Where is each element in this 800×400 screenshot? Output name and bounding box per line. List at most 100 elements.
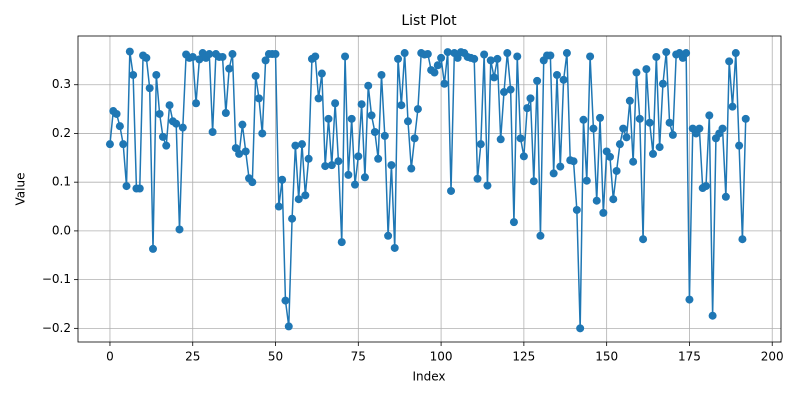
data-point xyxy=(162,141,171,150)
data-point xyxy=(701,182,710,191)
data-point xyxy=(397,101,406,110)
data-point xyxy=(728,102,737,111)
data-point xyxy=(413,105,422,114)
data-point xyxy=(331,99,340,108)
data-point xyxy=(281,296,290,305)
y-tick-label: 0.3 xyxy=(52,77,71,91)
y-tick-label: 0.2 xyxy=(52,126,71,140)
data-point xyxy=(652,52,661,61)
data-point xyxy=(218,52,227,61)
chart-title: List Plot xyxy=(401,13,457,29)
data-point xyxy=(516,134,525,143)
data-point xyxy=(258,129,267,138)
data-point xyxy=(632,68,641,77)
data-point xyxy=(152,70,161,79)
data-point xyxy=(367,111,376,120)
data-point xyxy=(278,175,287,184)
data-point xyxy=(254,94,263,103)
data-point xyxy=(523,104,532,113)
data-point xyxy=(493,54,502,63)
data-point xyxy=(175,225,184,234)
data-point xyxy=(238,120,247,129)
data-point xyxy=(453,53,462,62)
data-point xyxy=(665,118,674,127)
data-point xyxy=(119,140,128,149)
y-tick-label: −0.2 xyxy=(42,321,71,335)
data-point xyxy=(503,49,512,58)
data-point xyxy=(625,96,634,105)
data-point xyxy=(718,124,727,133)
data-point xyxy=(639,235,648,244)
data-point xyxy=(205,50,214,59)
data-point xyxy=(513,52,522,61)
data-point xyxy=(248,178,257,187)
data-point xyxy=(149,244,158,253)
data-point xyxy=(221,108,230,117)
data-point xyxy=(321,162,330,171)
data-point xyxy=(298,140,307,149)
data-point xyxy=(476,140,485,149)
data-point xyxy=(556,162,565,171)
data-point xyxy=(486,56,495,65)
data-point xyxy=(158,132,167,141)
data-point xyxy=(271,50,280,59)
x-axis-label: Index xyxy=(412,370,445,384)
data-point xyxy=(629,157,638,166)
data-point xyxy=(500,88,509,97)
data-point xyxy=(225,64,234,73)
data-point xyxy=(314,94,323,103)
data-point xyxy=(294,195,303,204)
data-point xyxy=(228,50,237,59)
data-point xyxy=(705,111,714,120)
data-point xyxy=(301,191,310,200)
x-tick-label: 100 xyxy=(430,350,453,364)
data-point xyxy=(480,50,489,59)
data-point xyxy=(496,135,505,144)
y-tick-label: −0.1 xyxy=(42,272,71,286)
data-point xyxy=(403,117,412,126)
data-point xyxy=(536,231,545,240)
data-point xyxy=(572,205,581,214)
data-point xyxy=(546,51,555,60)
data-point xyxy=(407,164,416,173)
data-point xyxy=(576,324,585,333)
x-tick-label: 75 xyxy=(351,350,366,364)
data-point xyxy=(251,71,260,80)
data-point xyxy=(645,118,654,127)
data-point xyxy=(350,180,359,189)
data-point xyxy=(400,49,409,58)
data-point xyxy=(562,49,571,58)
data-point xyxy=(324,114,333,123)
data-point xyxy=(615,140,624,149)
data-point xyxy=(473,174,482,183)
data-point xyxy=(235,149,244,158)
data-point xyxy=(344,170,353,179)
data-point xyxy=(506,85,515,94)
data-point xyxy=(526,94,535,103)
data-point xyxy=(145,84,154,93)
data-point xyxy=(165,101,174,110)
data-point xyxy=(410,134,419,143)
data-point xyxy=(115,122,124,131)
data-point xyxy=(112,109,121,118)
data-point xyxy=(509,218,518,227)
data-point xyxy=(387,161,396,170)
data-point xyxy=(172,119,181,128)
data-point xyxy=(735,141,744,150)
data-point xyxy=(155,109,164,118)
data-point xyxy=(354,152,363,161)
data-point xyxy=(695,124,704,133)
data-point xyxy=(586,52,595,61)
y-axis-label: Value xyxy=(14,173,28,206)
data-point xyxy=(668,130,677,139)
data-point xyxy=(642,65,651,74)
data-point xyxy=(390,243,399,252)
data-point xyxy=(579,115,588,124)
data-point xyxy=(327,161,336,170)
data-point xyxy=(317,69,326,78)
data-point xyxy=(731,49,740,58)
data-point xyxy=(605,152,614,161)
data-point xyxy=(347,114,356,123)
data-point xyxy=(741,114,750,123)
data-point xyxy=(304,154,313,163)
